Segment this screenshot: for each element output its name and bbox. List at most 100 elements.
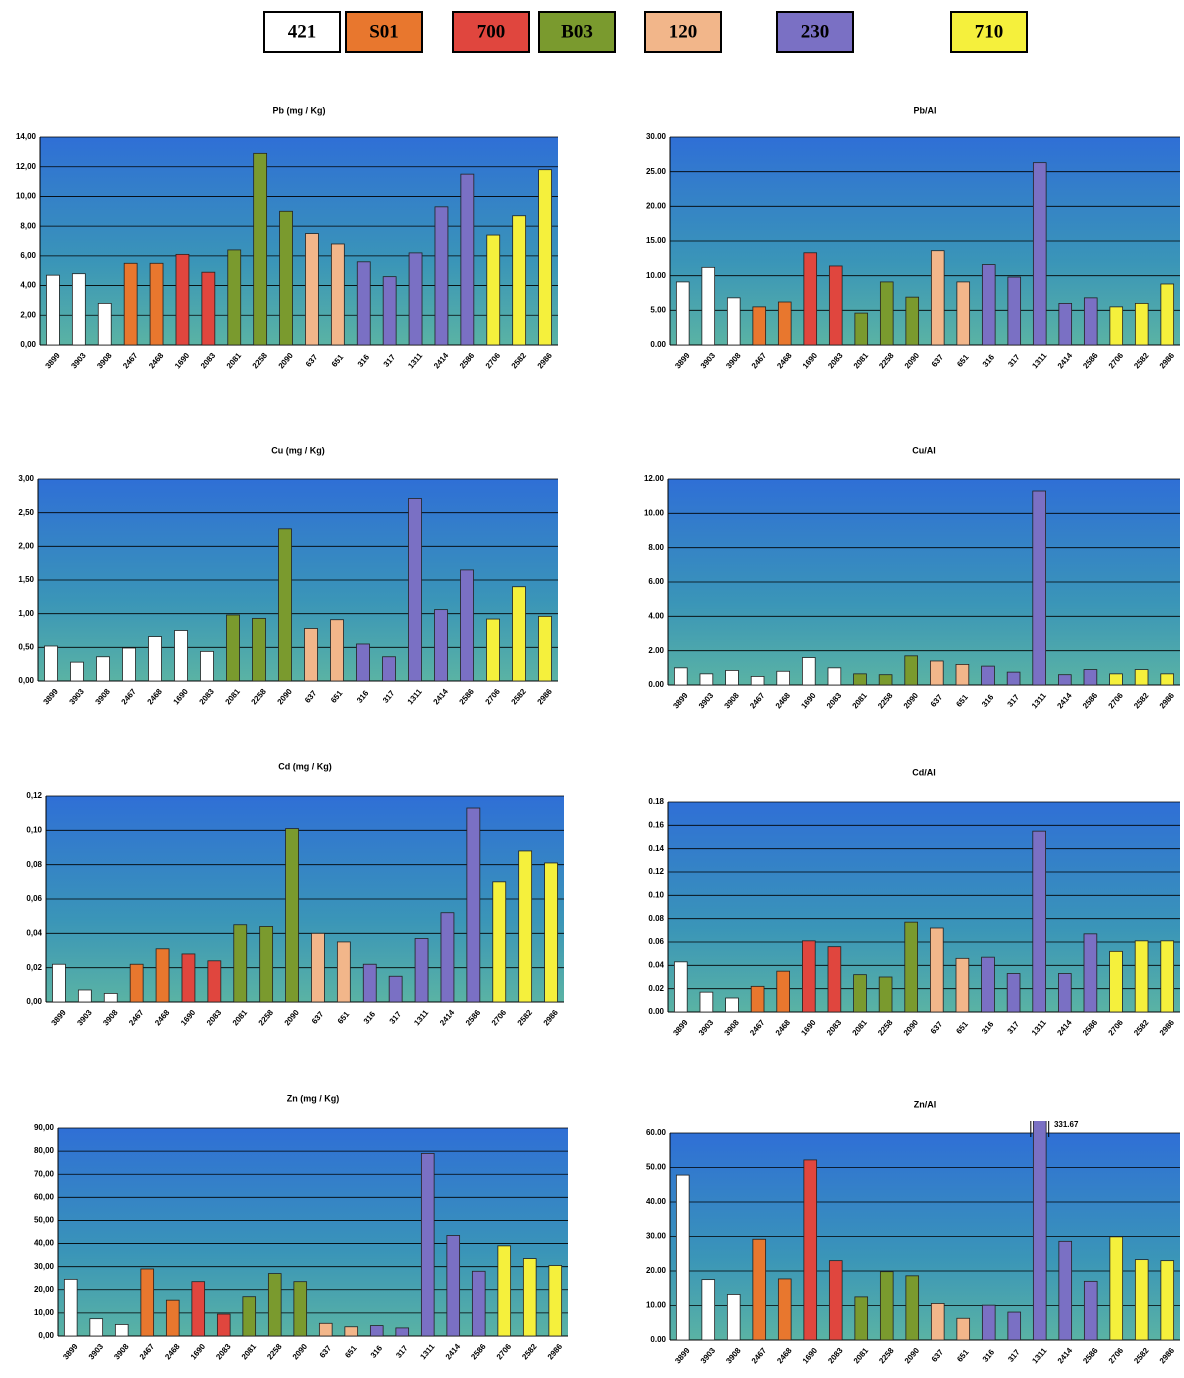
y-tick-label: 2.00 [648, 646, 664, 655]
bar [293, 1281, 308, 1336]
bar [1058, 1240, 1073, 1340]
bar [955, 957, 970, 1012]
bar [725, 670, 739, 685]
bar [1058, 302, 1073, 345]
x-tick-label: 2081 [240, 1342, 259, 1362]
x-tick-label: 3903 [699, 1346, 718, 1366]
y-tick-label: 6.00 [648, 577, 664, 586]
bar [97, 302, 112, 345]
x-tick-label: 2586 [1081, 1346, 1100, 1366]
x-tick-label: 3899 [673, 351, 692, 371]
bar [52, 963, 66, 1002]
y-tick-label: 0.06 [648, 937, 664, 946]
bar [699, 673, 714, 685]
bar [1058, 674, 1072, 685]
bar [89, 1318, 104, 1336]
x-tick-label: 3908 [723, 691, 742, 711]
bar [497, 1245, 512, 1336]
bar [538, 169, 552, 345]
x-tick-label: 2468 [774, 1018, 793, 1038]
x-tick-label: 3899 [671, 1018, 690, 1038]
y-tick-label: 90,00 [34, 1123, 55, 1132]
x-tick-label: 2090 [902, 691, 921, 711]
y-tick-label: 0.04 [648, 960, 664, 969]
legend-item: 421 [263, 11, 341, 53]
x-tick-label: 2414 [1056, 351, 1075, 371]
x-tick-label: 2090 [902, 1018, 921, 1038]
plot-area [668, 802, 1180, 1012]
x-tick-label: 3899 [43, 351, 62, 371]
legend-swatch [345, 11, 423, 53]
bar [1007, 276, 1022, 345]
legend-label: B03 [561, 21, 593, 42]
bar [776, 970, 790, 1012]
bar [701, 1279, 716, 1340]
y-tick-label: 2,00 [20, 310, 36, 319]
x-tick-label: 2083 [199, 351, 218, 371]
bar [752, 306, 767, 345]
x-tick-label: 316 [369, 1343, 385, 1359]
bar [1160, 1260, 1175, 1340]
bar [362, 963, 377, 1002]
y-tick-label: 0,50 [18, 642, 34, 651]
x-tick-label: 3899 [671, 691, 690, 711]
x-tick-label: 2081 [851, 1018, 870, 1038]
bar [129, 963, 144, 1002]
chart-title: Cd/Al [912, 767, 936, 777]
x-tick-label: 1311 [1030, 1018, 1048, 1038]
x-tick-label: 2081 [224, 687, 243, 707]
x-tick-label: 2582 [1132, 1018, 1151, 1038]
x-tick-label: 1311 [406, 351, 424, 371]
x-tick-label: 2083 [205, 1008, 224, 1028]
x-tick-label: 2467 [127, 1008, 146, 1028]
bar [382, 656, 396, 681]
x-tick-label: 2706 [1107, 1346, 1126, 1366]
x-tick-label: 1690 [799, 691, 818, 711]
y-tick-label: 0,00 [18, 676, 34, 685]
bar [544, 862, 558, 1002]
bar [434, 609, 448, 681]
bar [879, 281, 894, 345]
bar [486, 618, 500, 681]
bar [311, 932, 325, 1002]
legend-swatch [263, 11, 341, 53]
x-tick-label: 651 [954, 1019, 970, 1035]
legend-label: S01 [369, 21, 399, 42]
bar [878, 976, 893, 1012]
x-tick-label: 2706 [484, 687, 503, 707]
bar [1134, 302, 1149, 345]
bar [318, 1322, 333, 1336]
bar [904, 655, 918, 685]
x-tick-label: 2467 [750, 1346, 769, 1366]
bar [460, 569, 474, 681]
y-tick-label: 3,00 [18, 474, 34, 483]
x-tick-label: 2586 [458, 351, 477, 371]
x-tick-label: 2706 [1107, 1018, 1126, 1038]
x-tick-label: 2582 [1132, 691, 1151, 711]
x-tick-label: 2586 [464, 1008, 483, 1028]
y-tick-label: 60,00 [34, 1192, 55, 1201]
bar [1109, 673, 1123, 685]
bar [930, 1303, 945, 1340]
x-tick-label: 3908 [724, 351, 743, 371]
bar [726, 297, 741, 345]
bar [356, 261, 371, 345]
y-tick-label: 12,00 [16, 162, 37, 171]
chart-title: Zn/Al [914, 1099, 937, 1109]
x-tick-label: 317 [388, 1009, 404, 1025]
bar [388, 975, 403, 1002]
bar [930, 660, 944, 685]
bar [304, 628, 318, 681]
bar [279, 210, 293, 345]
bar [726, 1294, 741, 1340]
y-tick-label: 0,12 [26, 791, 42, 800]
x-tick-label: 2582 [1132, 351, 1151, 371]
bar [1109, 1236, 1124, 1340]
bar [981, 1304, 996, 1340]
bar [701, 266, 716, 345]
x-tick-label: 2081 [231, 1008, 250, 1028]
bar [674, 667, 688, 685]
x-tick-label: 1690 [173, 351, 192, 371]
x-tick-label: 637 [304, 352, 320, 368]
bar [699, 991, 714, 1012]
